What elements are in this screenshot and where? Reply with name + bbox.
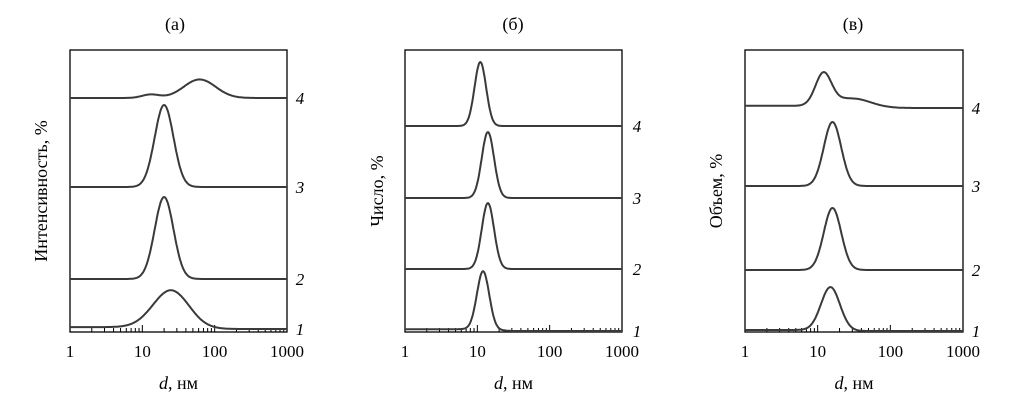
curve-1	[404, 270, 623, 332]
panel-3: 1 10 100 1000 (в) d, нм Объем, % 1 2 3 4	[706, 14, 981, 393]
curve-3	[69, 104, 288, 188]
curve-1	[744, 286, 964, 332]
panel-label: (в)	[843, 14, 864, 35]
curve-2	[744, 207, 964, 271]
x-tick-label: 1000	[605, 342, 639, 361]
y-axis-label: Число, %	[367, 155, 387, 226]
curve-2	[69, 196, 288, 280]
plot-frame	[744, 49, 964, 333]
curve-label: 1	[972, 322, 981, 341]
x-tick-label: 10	[809, 342, 826, 361]
panel-2: 1 10 100 1000 (б) d, нм Число, % 1 2 3 4	[367, 14, 642, 393]
curve-label: 3	[295, 178, 305, 197]
curve-label: 3	[632, 189, 642, 208]
curve-3	[404, 131, 623, 199]
x-tick-label: 10	[469, 342, 486, 361]
x-axis-label: d, нм	[494, 373, 533, 393]
x-tick-label: 100	[878, 342, 904, 361]
curve-2	[404, 202, 623, 270]
x-tick-label: 1000	[946, 342, 980, 361]
x-tick-label: 1	[401, 342, 410, 361]
curve-4	[404, 61, 623, 127]
curve-label: 4	[972, 99, 981, 118]
plot-frame	[404, 49, 623, 333]
x-tick-label: 100	[202, 342, 228, 361]
x-tick-label: 1000	[270, 342, 304, 361]
curve-label: 1	[296, 320, 305, 339]
y-axis-label: Объем, %	[706, 154, 726, 228]
x-axis-label: d, нм	[834, 373, 873, 393]
curve-4	[69, 78, 288, 99]
x-tick-label: 1	[66, 342, 75, 361]
x-axis-label: d, нм	[159, 373, 198, 393]
x-tick-label: 100	[537, 342, 563, 361]
curve-4	[744, 71, 964, 109]
curve-1	[69, 289, 288, 330]
curve-label: 4	[296, 89, 305, 108]
curve-label: 2	[633, 260, 642, 279]
panel-1: 1 10 100 1000 (а) d, нм Интенсивность, % 1 2 3 4	[31, 14, 305, 393]
curve-label: 3	[971, 177, 981, 196]
plot-frame	[69, 49, 288, 333]
curve-label: 2	[296, 270, 305, 289]
panel-label: (б)	[502, 14, 523, 35]
curve-3	[744, 121, 964, 187]
curve-label: 4	[633, 117, 642, 136]
panel-label: (а)	[165, 14, 185, 35]
y-axis-label: Интенсивность, %	[31, 120, 51, 261]
x-tick-label: 10	[134, 342, 151, 361]
curve-label: 2	[972, 261, 981, 280]
x-tick-label: 1	[741, 342, 750, 361]
curve-label: 1	[633, 322, 642, 341]
